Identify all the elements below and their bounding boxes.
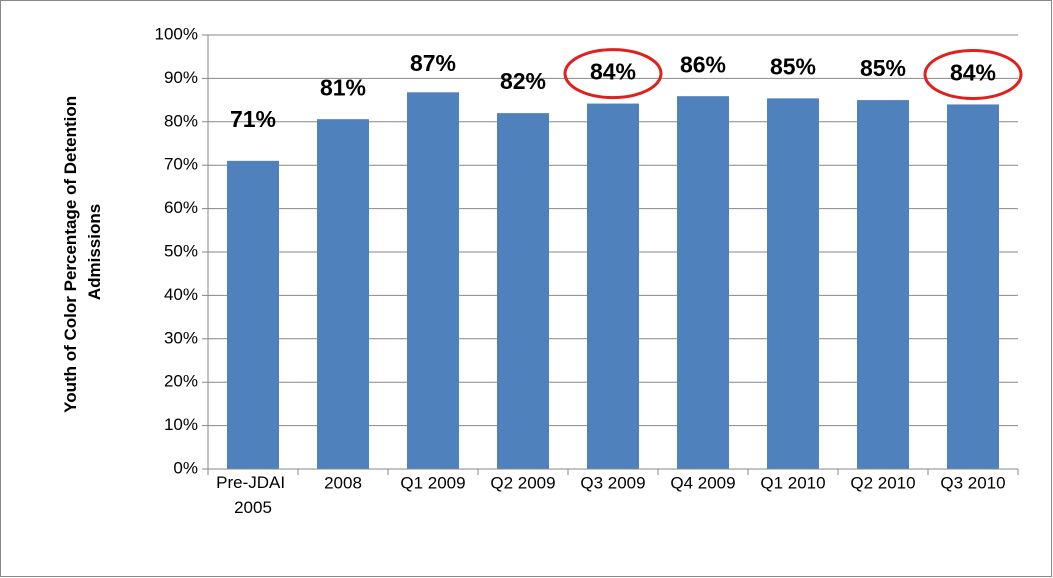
value-label: 81%	[320, 74, 366, 100]
y-tick-label: 10%	[164, 415, 198, 434]
bar	[317, 119, 369, 470]
bar	[677, 96, 729, 469]
y-tick-label: 60%	[164, 198, 198, 217]
bar	[227, 160, 279, 470]
y-tick-label: 50%	[164, 241, 198, 260]
bar	[947, 104, 999, 469]
value-label: 86%	[680, 51, 726, 77]
bar	[497, 113, 549, 470]
x-tick-label: Q3 2009	[580, 473, 645, 492]
y-tick-label: 90%	[164, 68, 198, 87]
y-tick-label: 20%	[164, 372, 198, 391]
highlight-circle	[563, 48, 663, 100]
value-label: 84%	[590, 59, 636, 85]
y-tick-label: 70%	[164, 155, 198, 174]
x-tick-label: Q1 2010	[760, 473, 825, 492]
bar	[857, 100, 909, 469]
x-tick-label: Q4 2009	[670, 473, 735, 492]
y-tick-label: 100%	[155, 24, 198, 43]
x-tick-label: Q2 2009	[490, 473, 555, 492]
bar	[767, 98, 819, 469]
highlight-circle	[923, 48, 1023, 100]
value-label: 71%	[230, 106, 276, 132]
value-label: 87%	[410, 50, 456, 76]
y-tick-label: 0%	[173, 458, 198, 477]
bar	[407, 92, 459, 470]
value-label: 82%	[500, 68, 546, 94]
bar	[587, 103, 639, 470]
x-tick-label: Q3 2010	[940, 473, 1005, 492]
x-tick-label: Q2 2010	[850, 473, 915, 492]
y-axis-title: Youth of Color Percentage of Detention A…	[61, 91, 104, 413]
x-tick-label: Pre-JDAI 2005	[216, 473, 290, 517]
value-label: 84%	[950, 60, 996, 86]
value-label: 85%	[770, 53, 816, 79]
y-tick-label: 80%	[164, 111, 198, 130]
x-tick-label: 2008	[324, 473, 362, 492]
value-label: 85%	[860, 55, 906, 81]
y-tick-label: 40%	[164, 285, 198, 304]
x-tick-label: Q1 2009	[400, 473, 465, 492]
y-tick-label: 30%	[164, 328, 198, 347]
